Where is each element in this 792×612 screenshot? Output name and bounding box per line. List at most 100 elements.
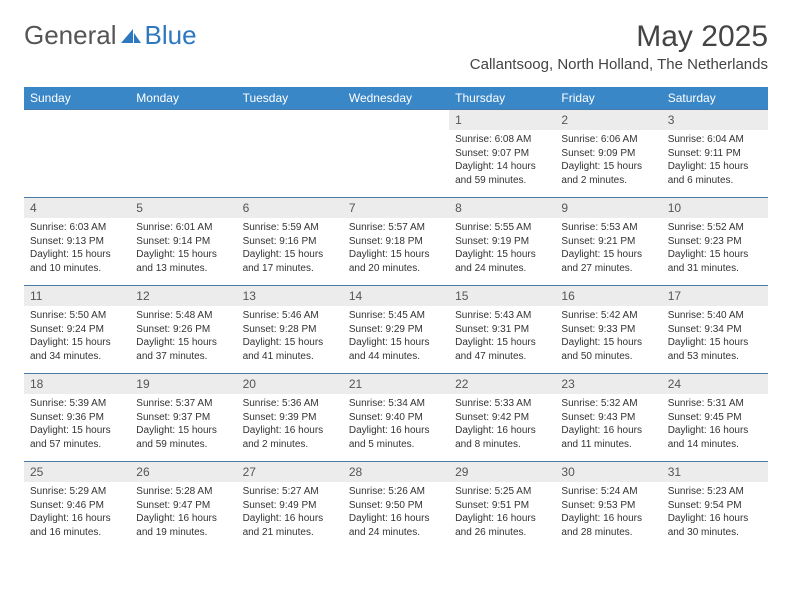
calendar-cell: 23Sunrise: 5:32 AMSunset: 9:43 PMDayligh… xyxy=(555,374,661,462)
daylight-line: Daylight: 16 hours and 8 minutes. xyxy=(455,424,549,451)
daylight-line: Daylight: 15 hours and 34 minutes. xyxy=(30,336,124,363)
sunset-line: Sunset: 9:43 PM xyxy=(561,411,655,425)
daylight-line: Daylight: 14 hours and 59 minutes. xyxy=(455,160,549,187)
calendar-cell: 3Sunrise: 6:04 AMSunset: 9:11 PMDaylight… xyxy=(662,110,768,198)
sunset-line: Sunset: 9:13 PM xyxy=(30,235,124,249)
daylight-line: Daylight: 16 hours and 11 minutes. xyxy=(561,424,655,451)
sunrise-line: Sunrise: 5:32 AM xyxy=(561,397,655,411)
sunrise-line: Sunrise: 5:31 AM xyxy=(668,397,762,411)
day-number: 22 xyxy=(449,374,555,394)
daylight-line: Daylight: 16 hours and 2 minutes. xyxy=(243,424,337,451)
sunset-line: Sunset: 9:45 PM xyxy=(668,411,762,425)
day-body: Sunrise: 6:01 AMSunset: 9:14 PMDaylight:… xyxy=(130,218,236,279)
day-number: 28 xyxy=(343,462,449,482)
day-body: Sunrise: 5:36 AMSunset: 9:39 PMDaylight:… xyxy=(237,394,343,455)
logo-text-blue: Blue xyxy=(145,20,197,51)
daylight-line: Daylight: 16 hours and 5 minutes. xyxy=(349,424,443,451)
calendar-cell: 20Sunrise: 5:36 AMSunset: 9:39 PMDayligh… xyxy=(237,374,343,462)
weekday-header: Saturday xyxy=(662,87,768,110)
daylight-line: Daylight: 15 hours and 47 minutes. xyxy=(455,336,549,363)
daylight-line: Daylight: 15 hours and 6 minutes. xyxy=(668,160,762,187)
daylight-line: Daylight: 15 hours and 44 minutes. xyxy=(349,336,443,363)
day-body: Sunrise: 5:48 AMSunset: 9:26 PMDaylight:… xyxy=(130,306,236,367)
daylight-line: Daylight: 15 hours and 37 minutes. xyxy=(136,336,230,363)
daylight-line: Daylight: 16 hours and 14 minutes. xyxy=(668,424,762,451)
day-number: 19 xyxy=(130,374,236,394)
day-number: 8 xyxy=(449,198,555,218)
sunset-line: Sunset: 9:47 PM xyxy=(136,499,230,513)
sunrise-line: Sunrise: 6:03 AM xyxy=(30,221,124,235)
day-body: Sunrise: 5:45 AMSunset: 9:29 PMDaylight:… xyxy=(343,306,449,367)
calendar-cell: 11Sunrise: 5:50 AMSunset: 9:24 PMDayligh… xyxy=(24,286,130,374)
logo-sail-icon xyxy=(119,27,143,45)
sunset-line: Sunset: 9:33 PM xyxy=(561,323,655,337)
day-body: Sunrise: 5:32 AMSunset: 9:43 PMDaylight:… xyxy=(555,394,661,455)
day-number: 3 xyxy=(662,110,768,130)
sunset-line: Sunset: 9:16 PM xyxy=(243,235,337,249)
day-body: Sunrise: 5:46 AMSunset: 9:28 PMDaylight:… xyxy=(237,306,343,367)
month-title: May 2025 xyxy=(470,20,768,54)
day-number: 12 xyxy=(130,286,236,306)
sunset-line: Sunset: 9:40 PM xyxy=(349,411,443,425)
calendar-cell: 25Sunrise: 5:29 AMSunset: 9:46 PMDayligh… xyxy=(24,462,130,550)
day-number: 16 xyxy=(555,286,661,306)
calendar-cell: 15Sunrise: 5:43 AMSunset: 9:31 PMDayligh… xyxy=(449,286,555,374)
weekday-header: Thursday xyxy=(449,87,555,110)
day-body: Sunrise: 5:23 AMSunset: 9:54 PMDaylight:… xyxy=(662,482,768,543)
daylight-line: Daylight: 15 hours and 17 minutes. xyxy=(243,248,337,275)
day-body: Sunrise: 5:43 AMSunset: 9:31 PMDaylight:… xyxy=(449,306,555,367)
sunrise-line: Sunrise: 5:43 AM xyxy=(455,309,549,323)
calendar-cell: 7Sunrise: 5:57 AMSunset: 9:18 PMDaylight… xyxy=(343,198,449,286)
sunset-line: Sunset: 9:39 PM xyxy=(243,411,337,425)
sunrise-line: Sunrise: 5:45 AM xyxy=(349,309,443,323)
sunrise-line: Sunrise: 5:23 AM xyxy=(668,485,762,499)
day-number: 20 xyxy=(237,374,343,394)
sunrise-line: Sunrise: 5:55 AM xyxy=(455,221,549,235)
logo: General Blue xyxy=(24,20,197,51)
day-number: 31 xyxy=(662,462,768,482)
daylight-line: Daylight: 16 hours and 24 minutes. xyxy=(349,512,443,539)
daylight-line: Daylight: 15 hours and 20 minutes. xyxy=(349,248,443,275)
calendar-cell: 17Sunrise: 5:40 AMSunset: 9:34 PMDayligh… xyxy=(662,286,768,374)
day-number: 30 xyxy=(555,462,661,482)
sunrise-line: Sunrise: 5:36 AM xyxy=(243,397,337,411)
day-number: 21 xyxy=(343,374,449,394)
calendar-cell: 30Sunrise: 5:24 AMSunset: 9:53 PMDayligh… xyxy=(555,462,661,550)
day-number: 23 xyxy=(555,374,661,394)
calendar-cell xyxy=(343,110,449,198)
calendar-cell: 6Sunrise: 5:59 AMSunset: 9:16 PMDaylight… xyxy=(237,198,343,286)
day-number: 27 xyxy=(237,462,343,482)
daylight-line: Daylight: 15 hours and 27 minutes. xyxy=(561,248,655,275)
day-number: 14 xyxy=(343,286,449,306)
sunrise-line: Sunrise: 5:34 AM xyxy=(349,397,443,411)
daylight-line: Daylight: 15 hours and 24 minutes. xyxy=(455,248,549,275)
calendar-row: 4Sunrise: 6:03 AMSunset: 9:13 PMDaylight… xyxy=(24,198,768,286)
sunrise-line: Sunrise: 5:28 AM xyxy=(136,485,230,499)
sunrise-line: Sunrise: 6:04 AM xyxy=(668,133,762,147)
sunset-line: Sunset: 9:29 PM xyxy=(349,323,443,337)
calendar-cell: 12Sunrise: 5:48 AMSunset: 9:26 PMDayligh… xyxy=(130,286,236,374)
sunset-line: Sunset: 9:37 PM xyxy=(136,411,230,425)
calendar-cell: 22Sunrise: 5:33 AMSunset: 9:42 PMDayligh… xyxy=(449,374,555,462)
day-number: 10 xyxy=(662,198,768,218)
calendar-cell: 13Sunrise: 5:46 AMSunset: 9:28 PMDayligh… xyxy=(237,286,343,374)
sunset-line: Sunset: 9:07 PM xyxy=(455,147,549,161)
day-number: 6 xyxy=(237,198,343,218)
calendar-cell: 5Sunrise: 6:01 AMSunset: 9:14 PMDaylight… xyxy=(130,198,236,286)
sunrise-line: Sunrise: 5:33 AM xyxy=(455,397,549,411)
calendar-cell: 24Sunrise: 5:31 AMSunset: 9:45 PMDayligh… xyxy=(662,374,768,462)
day-body: Sunrise: 5:34 AMSunset: 9:40 PMDaylight:… xyxy=(343,394,449,455)
sunrise-line: Sunrise: 5:52 AM xyxy=(668,221,762,235)
day-number: 11 xyxy=(24,286,130,306)
sunset-line: Sunset: 9:53 PM xyxy=(561,499,655,513)
calendar-table: Sunday Monday Tuesday Wednesday Thursday… xyxy=(24,87,768,550)
weekday-row: Sunday Monday Tuesday Wednesday Thursday… xyxy=(24,87,768,110)
calendar-cell: 26Sunrise: 5:28 AMSunset: 9:47 PMDayligh… xyxy=(130,462,236,550)
sunrise-line: Sunrise: 5:26 AM xyxy=(349,485,443,499)
calendar-cell: 21Sunrise: 5:34 AMSunset: 9:40 PMDayligh… xyxy=(343,374,449,462)
sunset-line: Sunset: 9:18 PM xyxy=(349,235,443,249)
daylight-line: Daylight: 16 hours and 16 minutes. xyxy=(30,512,124,539)
sunset-line: Sunset: 9:23 PM xyxy=(668,235,762,249)
day-body: Sunrise: 5:50 AMSunset: 9:24 PMDaylight:… xyxy=(24,306,130,367)
sunrise-line: Sunrise: 5:24 AM xyxy=(561,485,655,499)
